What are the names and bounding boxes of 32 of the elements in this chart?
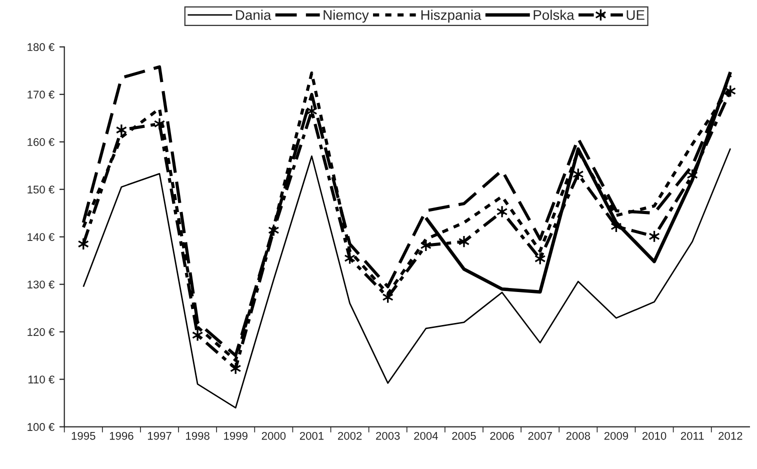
x-tick-label: 1999 [224, 432, 248, 440]
x-tick-label: 2007 [528, 432, 552, 440]
x-tick-label: 2009 [604, 432, 628, 440]
x-tick-label: 1998 [186, 432, 210, 440]
x-tick-label: 2011 [680, 432, 704, 440]
x-tick-label: 1996 [110, 432, 134, 440]
legend-label: Niemcy [324, 10, 369, 23]
x-tick-label: 2004 [414, 432, 438, 440]
y-tick-label: 180 € [28, 43, 54, 52]
y-tick-label: 170 € [28, 90, 54, 99]
y-tick-label: 120 € [28, 328, 54, 336]
y-tick-label: 140 € [28, 233, 54, 241]
y-tick-label: 160 € [28, 138, 54, 146]
x-tick-label: 2012 [718, 432, 742, 440]
x-tick-label: 2008 [566, 432, 590, 440]
y-tick-label: 130 € [28, 280, 54, 288]
x-tick-label: 2002 [338, 432, 362, 440]
x-tick-label: 1995 [72, 432, 96, 440]
legend-label: UE [626, 10, 644, 20]
legend-label: Hiszpania [421, 10, 482, 23]
x-tick-label: 2006 [490, 432, 514, 440]
x-tick-label: 1997 [148, 432, 172, 440]
x-tick-label: 2003 [376, 432, 400, 440]
x-tick-label: 2010 [642, 432, 666, 440]
x-tick-label: 2001 [300, 432, 324, 440]
y-tick-label: 110 € [28, 376, 54, 384]
y-tick-label: 150 € [28, 186, 54, 194]
x-tick-label: 2000 [262, 432, 286, 440]
legend-label: Polska [534, 10, 574, 20]
legend-label: Dania [236, 10, 272, 20]
y-tick-label: 100 € [28, 423, 54, 431]
x-tick-label: 2005 [452, 432, 476, 440]
